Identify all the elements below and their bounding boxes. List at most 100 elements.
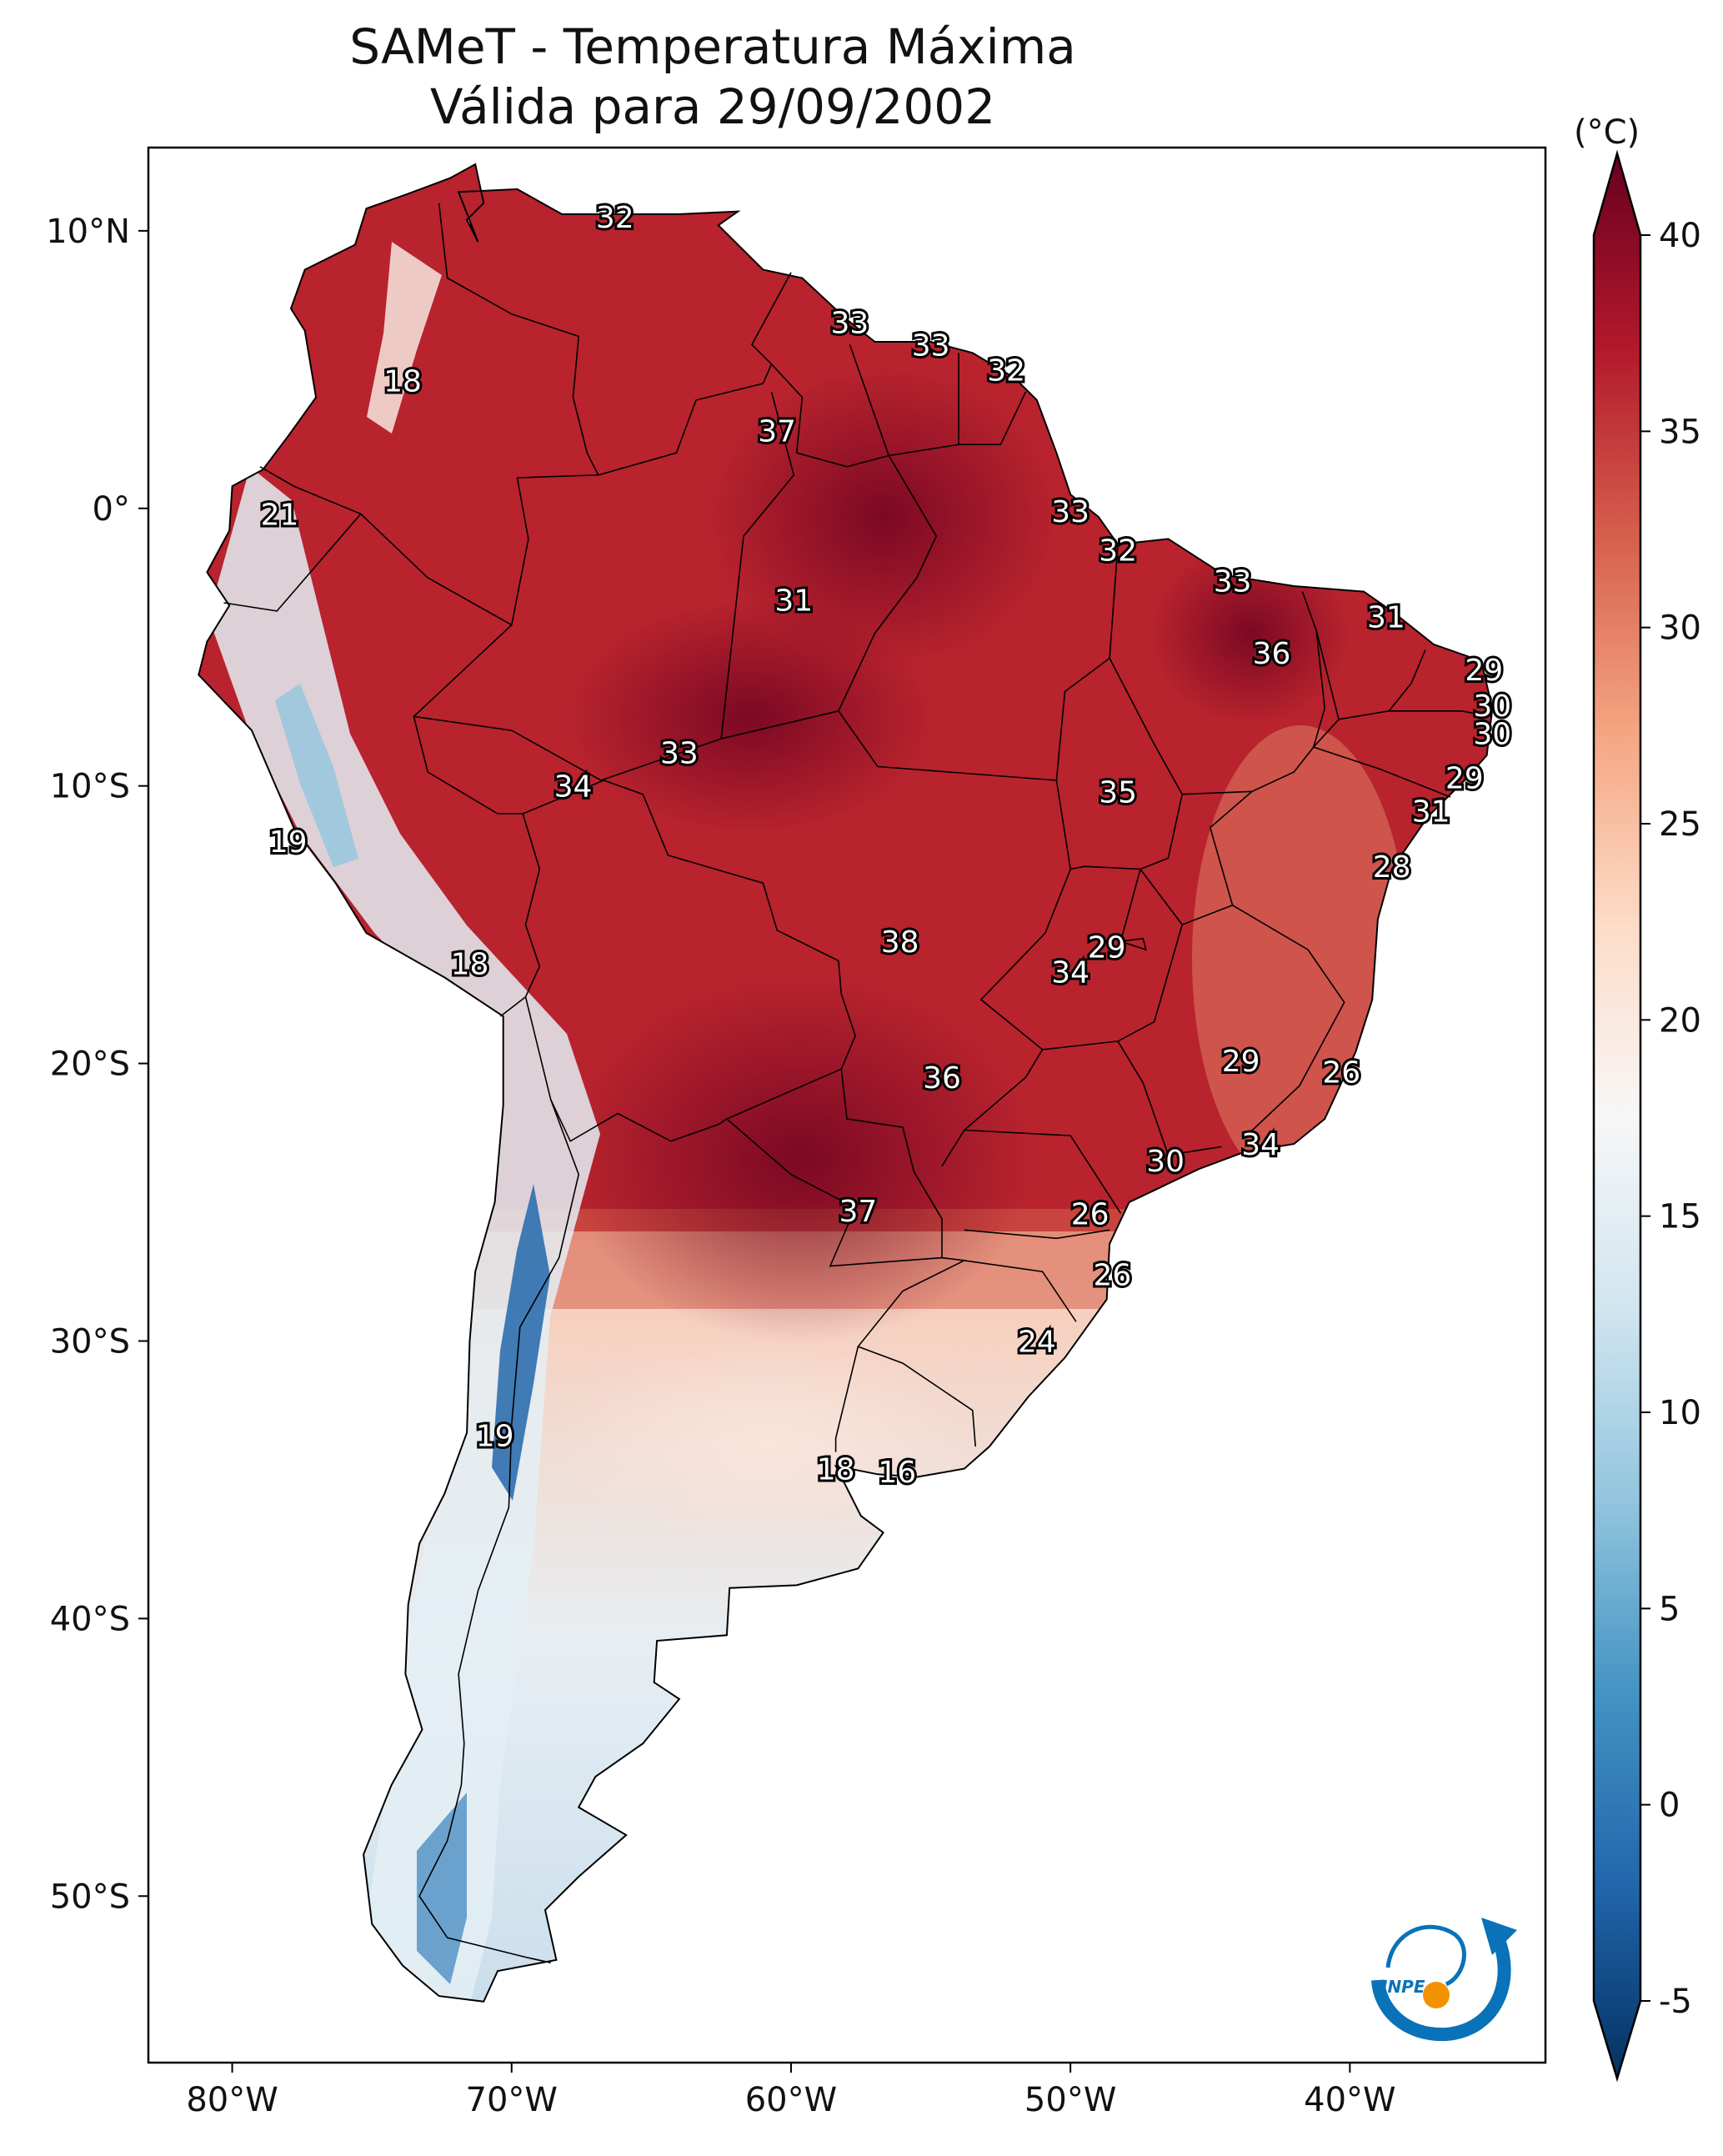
border-line bbox=[223, 513, 362, 612]
station-temp-label: 26 bbox=[1071, 1197, 1109, 1231]
border-line bbox=[1389, 710, 1493, 718]
border-line bbox=[1312, 719, 1451, 798]
station-temp-label: 32 bbox=[987, 353, 1025, 388]
station-temp-label: 29 bbox=[1222, 1045, 1260, 1079]
border-line bbox=[941, 780, 1072, 1167]
lon-tick-label: 80°W bbox=[186, 2081, 278, 2119]
border-line bbox=[964, 1260, 1077, 1322]
map-title-line2: Válida para 29/09/2002 bbox=[429, 78, 996, 135]
colorbar: (°C) 40 35 30 25 20 15 10 5 0 -5 bbox=[1574, 113, 1701, 2083]
station-temp-label: 26 bbox=[1322, 1056, 1360, 1091]
border-line bbox=[834, 1346, 859, 1452]
colorbar-tick-label: 20 bbox=[1659, 1001, 1701, 1040]
station-temp-label: 32 bbox=[596, 201, 634, 235]
station-temp-label: 29 bbox=[1445, 762, 1484, 796]
border-line bbox=[598, 272, 792, 476]
station-temp-label: 32 bbox=[1099, 534, 1137, 569]
station-temp-label: 37 bbox=[758, 415, 796, 449]
station-temp-label: 33 bbox=[1214, 564, 1252, 599]
station-temp-label: 33 bbox=[912, 328, 950, 363]
border-line bbox=[1119, 869, 1147, 951]
continent-outline bbox=[198, 163, 1494, 2003]
border-line bbox=[838, 455, 938, 712]
colorbar-tick-label: 15 bbox=[1659, 1198, 1701, 1236]
station-temp-label: 34 bbox=[1241, 1128, 1280, 1162]
station-temp-label: 33 bbox=[830, 307, 869, 341]
lat-tick-label: 50°S bbox=[50, 1878, 130, 1916]
station-temp-label: 19 bbox=[269, 825, 308, 860]
station-temp-label: 26 bbox=[1093, 1259, 1131, 1293]
border-line bbox=[964, 1129, 1122, 1214]
colorbar-tick-label: 30 bbox=[1659, 609, 1701, 648]
station-temp-label: 21 bbox=[261, 498, 299, 532]
station-temp-label: 31 bbox=[1367, 601, 1405, 635]
colorbar-tick-label: 35 bbox=[1659, 413, 1701, 451]
station-temp-label: 35 bbox=[1099, 775, 1137, 810]
logo-orbit bbox=[1385, 1924, 1466, 1987]
station-temp-label: 29 bbox=[1465, 654, 1503, 688]
lat-tick-label: 10°S bbox=[50, 768, 130, 806]
border-line bbox=[1209, 790, 1253, 906]
colorbar-tick-label: 5 bbox=[1659, 1590, 1680, 1628]
border-line bbox=[959, 391, 1027, 445]
station-temp-label: 36 bbox=[923, 1061, 961, 1096]
logo-arrow bbox=[1481, 1918, 1517, 1955]
station-temp-label: 36 bbox=[1253, 637, 1291, 671]
station-temp-label: 30 bbox=[1473, 689, 1511, 724]
colorbar-tick-label: -5 bbox=[1659, 1983, 1692, 2021]
station-temp-label: 34 bbox=[1051, 956, 1089, 990]
station-temp-label: 31 bbox=[1412, 795, 1450, 830]
station-temp-label: 19 bbox=[476, 1420, 514, 1454]
lon-tick-label: 50°W bbox=[1024, 2081, 1116, 2119]
colorbar-tick-label: 0 bbox=[1659, 1787, 1680, 1825]
lon-tick-label: 60°W bbox=[745, 2081, 837, 2119]
station-temp-label: 16 bbox=[878, 1456, 916, 1490]
logo-text: INPE bbox=[1381, 1977, 1425, 1997]
border-line bbox=[720, 391, 795, 740]
station-temp-label: 33 bbox=[660, 737, 699, 771]
lat-tick-label: 40°S bbox=[50, 1600, 130, 1638]
border-line bbox=[1117, 1040, 1222, 1156]
station-temp-label: 28 bbox=[1373, 850, 1411, 885]
lat-tick-label: 20°S bbox=[50, 1045, 130, 1084]
border-line bbox=[259, 203, 599, 626]
station-temp-label: 33 bbox=[1051, 495, 1089, 529]
lat-tick-label: 0° bbox=[93, 490, 130, 529]
station-temp-label: 29 bbox=[1088, 931, 1126, 965]
station-temp-label: 30 bbox=[1473, 717, 1511, 751]
border-line bbox=[1181, 904, 1345, 1139]
colorbar-tick-label: 10 bbox=[1659, 1394, 1701, 1432]
latitude-axis: 10°N 0° 10°S 20°S 30°S 40°S 50°S bbox=[46, 213, 148, 1916]
map-title-line1: SAMeT - Temperatura Máxima bbox=[349, 18, 1076, 75]
colorbar-body bbox=[1592, 149, 1642, 2083]
lat-tick-label: 30°S bbox=[50, 1322, 130, 1361]
station-temp-label: 31 bbox=[774, 584, 813, 619]
logo-swoosh bbox=[1371, 1931, 1511, 2042]
station-temp-label: 18 bbox=[451, 948, 489, 982]
station-temp-label: 37 bbox=[839, 1195, 877, 1229]
station-temp-label: 18 bbox=[817, 1453, 855, 1487]
border-line bbox=[1055, 544, 1119, 781]
colorbar-tick-label: 25 bbox=[1659, 805, 1701, 844]
border-line bbox=[726, 1069, 943, 1267]
border-line bbox=[413, 624, 541, 1017]
colorbar-ticks: 40 35 30 25 20 15 10 5 0 -5 bbox=[1640, 217, 1701, 2021]
station-temp-label: 30 bbox=[1146, 1145, 1185, 1179]
border-line bbox=[964, 1229, 1110, 1240]
logo-sun bbox=[1423, 1982, 1450, 2008]
country-borders bbox=[223, 203, 1493, 1963]
border-line bbox=[418, 1099, 580, 1963]
station-temp-label: 38 bbox=[881, 925, 919, 960]
longitude-axis: 80°W 70°W 60°W 50°W 40°W bbox=[186, 2063, 1396, 2119]
colorbar-unit: (°C) bbox=[1574, 113, 1640, 152]
border-line bbox=[522, 780, 856, 1142]
station-temp-label: 24 bbox=[1018, 1326, 1056, 1360]
lat-tick-label: 10°N bbox=[46, 213, 130, 251]
station-temp-label: 18 bbox=[383, 365, 422, 399]
border-line bbox=[770, 344, 890, 468]
lon-tick-label: 70°W bbox=[466, 2081, 558, 2119]
colorbar-tick-label: 40 bbox=[1659, 217, 1701, 255]
lon-tick-label: 40°W bbox=[1304, 2081, 1395, 2119]
